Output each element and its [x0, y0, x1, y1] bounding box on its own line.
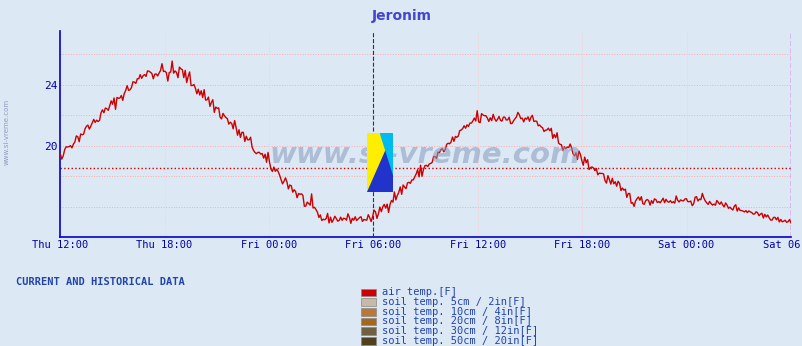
Text: air temp.[F]: air temp.[F]	[382, 288, 456, 297]
Text: www.si-vreme.com: www.si-vreme.com	[269, 141, 581, 169]
Polygon shape	[367, 133, 393, 192]
Text: soil temp. 5cm / 2in[F]: soil temp. 5cm / 2in[F]	[382, 297, 525, 307]
Text: soil temp. 20cm / 8in[F]: soil temp. 20cm / 8in[F]	[382, 317, 532, 326]
Text: www.si-vreme.com: www.si-vreme.com	[3, 98, 10, 165]
Polygon shape	[380, 133, 393, 174]
Polygon shape	[367, 133, 393, 192]
Text: soil temp. 50cm / 20in[F]: soil temp. 50cm / 20in[F]	[382, 336, 538, 346]
Text: CURRENT AND HISTORICAL DATA: CURRENT AND HISTORICAL DATA	[16, 277, 184, 288]
Text: soil temp. 30cm / 12in[F]: soil temp. 30cm / 12in[F]	[382, 326, 538, 336]
Text: Jeronim: Jeronim	[371, 9, 431, 23]
Text: soil temp. 10cm / 4in[F]: soil temp. 10cm / 4in[F]	[382, 307, 532, 317]
